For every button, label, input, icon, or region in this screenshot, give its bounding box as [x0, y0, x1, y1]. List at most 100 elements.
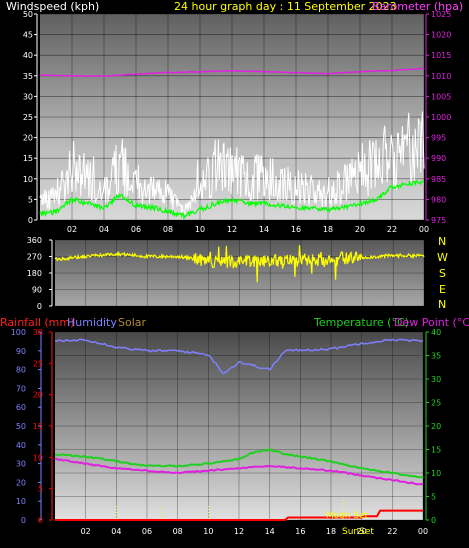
barometer-tick-label: 1015 [431, 51, 451, 60]
humidity-tick-label: 80 [16, 366, 26, 375]
rain-y-axis: 0 5 10 15 20 25 30 [33, 328, 52, 525]
temperature-tick-label: 10 [431, 469, 441, 478]
compass-label-n-top: N [438, 235, 446, 248]
rainfall-axis-title: Rainfall (mm) [0, 316, 74, 329]
wind-panel-series [39, 67, 425, 221]
humidity-tick-label: 100 [11, 328, 26, 337]
windspeed-tick-label: 25 [23, 113, 33, 122]
wind-x-tick-label: 06 [131, 225, 141, 234]
barometer-tick-label: 975 [431, 216, 446, 225]
barometer-tick-label: 1020 [431, 31, 451, 40]
barometer-series [39, 67, 425, 78]
direction-tick-label: 0 [37, 302, 42, 311]
compass-label-e: E [439, 283, 446, 296]
barometer-tick-label: 990 [431, 154, 446, 163]
humidity-tick-label: 0 [21, 516, 26, 525]
wind-x-tick-label: 00 [419, 225, 429, 234]
barometer-tick-label: 1025 [431, 10, 451, 19]
temperature-x-tick-label: 00 [418, 527, 428, 536]
dew-point-series [54, 457, 424, 486]
humidity-tick-label: 90 [16, 347, 26, 356]
barometer-tick-label: 1005 [431, 92, 451, 101]
windspeed-tick-label: 5 [28, 195, 33, 204]
humidity-tick-label: 70 [16, 384, 26, 393]
windspeed-axis-title: Windspeed (kph) [6, 0, 99, 13]
wind-x-tick-label: 20 [355, 225, 365, 234]
rain-tick-label: 10 [33, 453, 43, 462]
temperature-panel-grid [55, 331, 424, 521]
temperature-tick-label: 25 [431, 399, 441, 408]
wind-x-tick-label: 14 [259, 225, 269, 234]
rain-tick-label: 25 [33, 359, 43, 368]
temperature-x-tick-label: 10 [203, 527, 213, 536]
temperature-tick-label: 20 [431, 422, 441, 431]
direction-panel-series [54, 245, 425, 283]
humidity-tick-label: 30 [16, 460, 26, 469]
rain-tick-label: 5 [38, 485, 43, 494]
barometer-tick-label: 995 [431, 134, 446, 143]
wind-gust-series [39, 111, 425, 217]
humidity-axis-title: Humidity [67, 316, 117, 329]
wind-direction-series [54, 245, 425, 283]
moon-set-label: Moon Set [326, 511, 369, 521]
compass-label-w: W [437, 251, 448, 264]
temperature-axis-title: Temperature (°C) [313, 316, 409, 329]
compass-label-s: S [439, 267, 446, 280]
windspeed-tick-label: 0 [28, 216, 33, 225]
direction-panel-grid [55, 239, 425, 307]
windspeed-tick-label: 20 [23, 134, 33, 143]
chart-title: 24 hour graph day : 11 September 2023 [174, 0, 397, 13]
compass-label-n-bottom: N [438, 298, 446, 311]
barometer-y-axis: 975 980 985 990 995 1000 1005 1010 1015 1020 1025 [425, 10, 451, 225]
direction-y-axis: 0 90 180 270 360 [27, 236, 53, 311]
rain-tick-label: 0 [38, 516, 43, 525]
direction-tick-label: 270 [27, 253, 42, 262]
wind-average-series [39, 179, 425, 221]
rain-tick-label: 15 [33, 422, 43, 431]
windspeed-tick-label: 45 [23, 31, 33, 40]
windspeed-tick-label: 10 [23, 175, 33, 184]
temperature-tick-label: 30 [431, 375, 441, 384]
temperature-x-tick-label: 14 [265, 527, 275, 536]
temperature-tick-label: 5 [431, 493, 436, 502]
temperature-series [55, 447, 424, 479]
temperature-x-tick-label: 08 [173, 527, 183, 536]
wind-x-tick-label: 18 [323, 225, 333, 234]
wind-x-tick-label: 16 [291, 225, 301, 234]
barometer-tick-label: 1000 [431, 113, 451, 122]
temperature-panel-x-axis: 02 04 06 08 10 12 14 16 18 20 22 00 [81, 527, 429, 536]
temperature-tick-label: 35 [431, 352, 441, 361]
temperature-x-tick-label: 20 [357, 527, 367, 536]
temperature-x-tick-label: 12 [234, 527, 244, 536]
temperature-x-tick-label: 06 [142, 527, 152, 536]
rain-tick-label: 20 [33, 391, 43, 400]
temperature-panel-series [54, 338, 424, 521]
barometer-tick-label: 985 [431, 175, 446, 184]
humidity-tick-label: 60 [16, 403, 26, 412]
rainfall-series [55, 509, 423, 521]
solar-axis-title: Solar [118, 316, 147, 329]
windspeed-tick-label: 50 [23, 10, 33, 19]
wind-x-tick-label: 10 [195, 225, 205, 234]
wind-x-tick-label: 02 [67, 225, 77, 234]
temperature-x-tick-label: 16 [295, 527, 305, 536]
barometer-axis-title: Barometer (hpa) [372, 0, 463, 13]
wind-panel-x-axis: 02 04 06 08 10 12 14 16 18 20 22 00 [67, 225, 429, 234]
humidity-series [54, 338, 424, 375]
sun-set-label: SunSet [342, 527, 374, 537]
direction-tick-label: 360 [27, 236, 42, 245]
windspeed-tick-label: 30 [23, 92, 33, 101]
temperature-tick-label: 0 [431, 516, 436, 525]
barometer-tick-label: 1010 [431, 72, 451, 81]
temperature-tick-label: 15 [431, 446, 441, 455]
direction-tick-label: 90 [32, 286, 42, 295]
temperature-x-tick-label: 18 [326, 527, 336, 536]
rain-tick-label: 30 [33, 328, 43, 337]
wind-x-tick-label: 22 [387, 225, 397, 234]
humidity-tick-label: 20 [16, 478, 26, 487]
temperature-tick-label: 40 [431, 328, 441, 337]
wind-x-tick-label: 08 [163, 225, 173, 234]
dewpoint-axis-title: Dew Point (°C) [394, 316, 469, 329]
